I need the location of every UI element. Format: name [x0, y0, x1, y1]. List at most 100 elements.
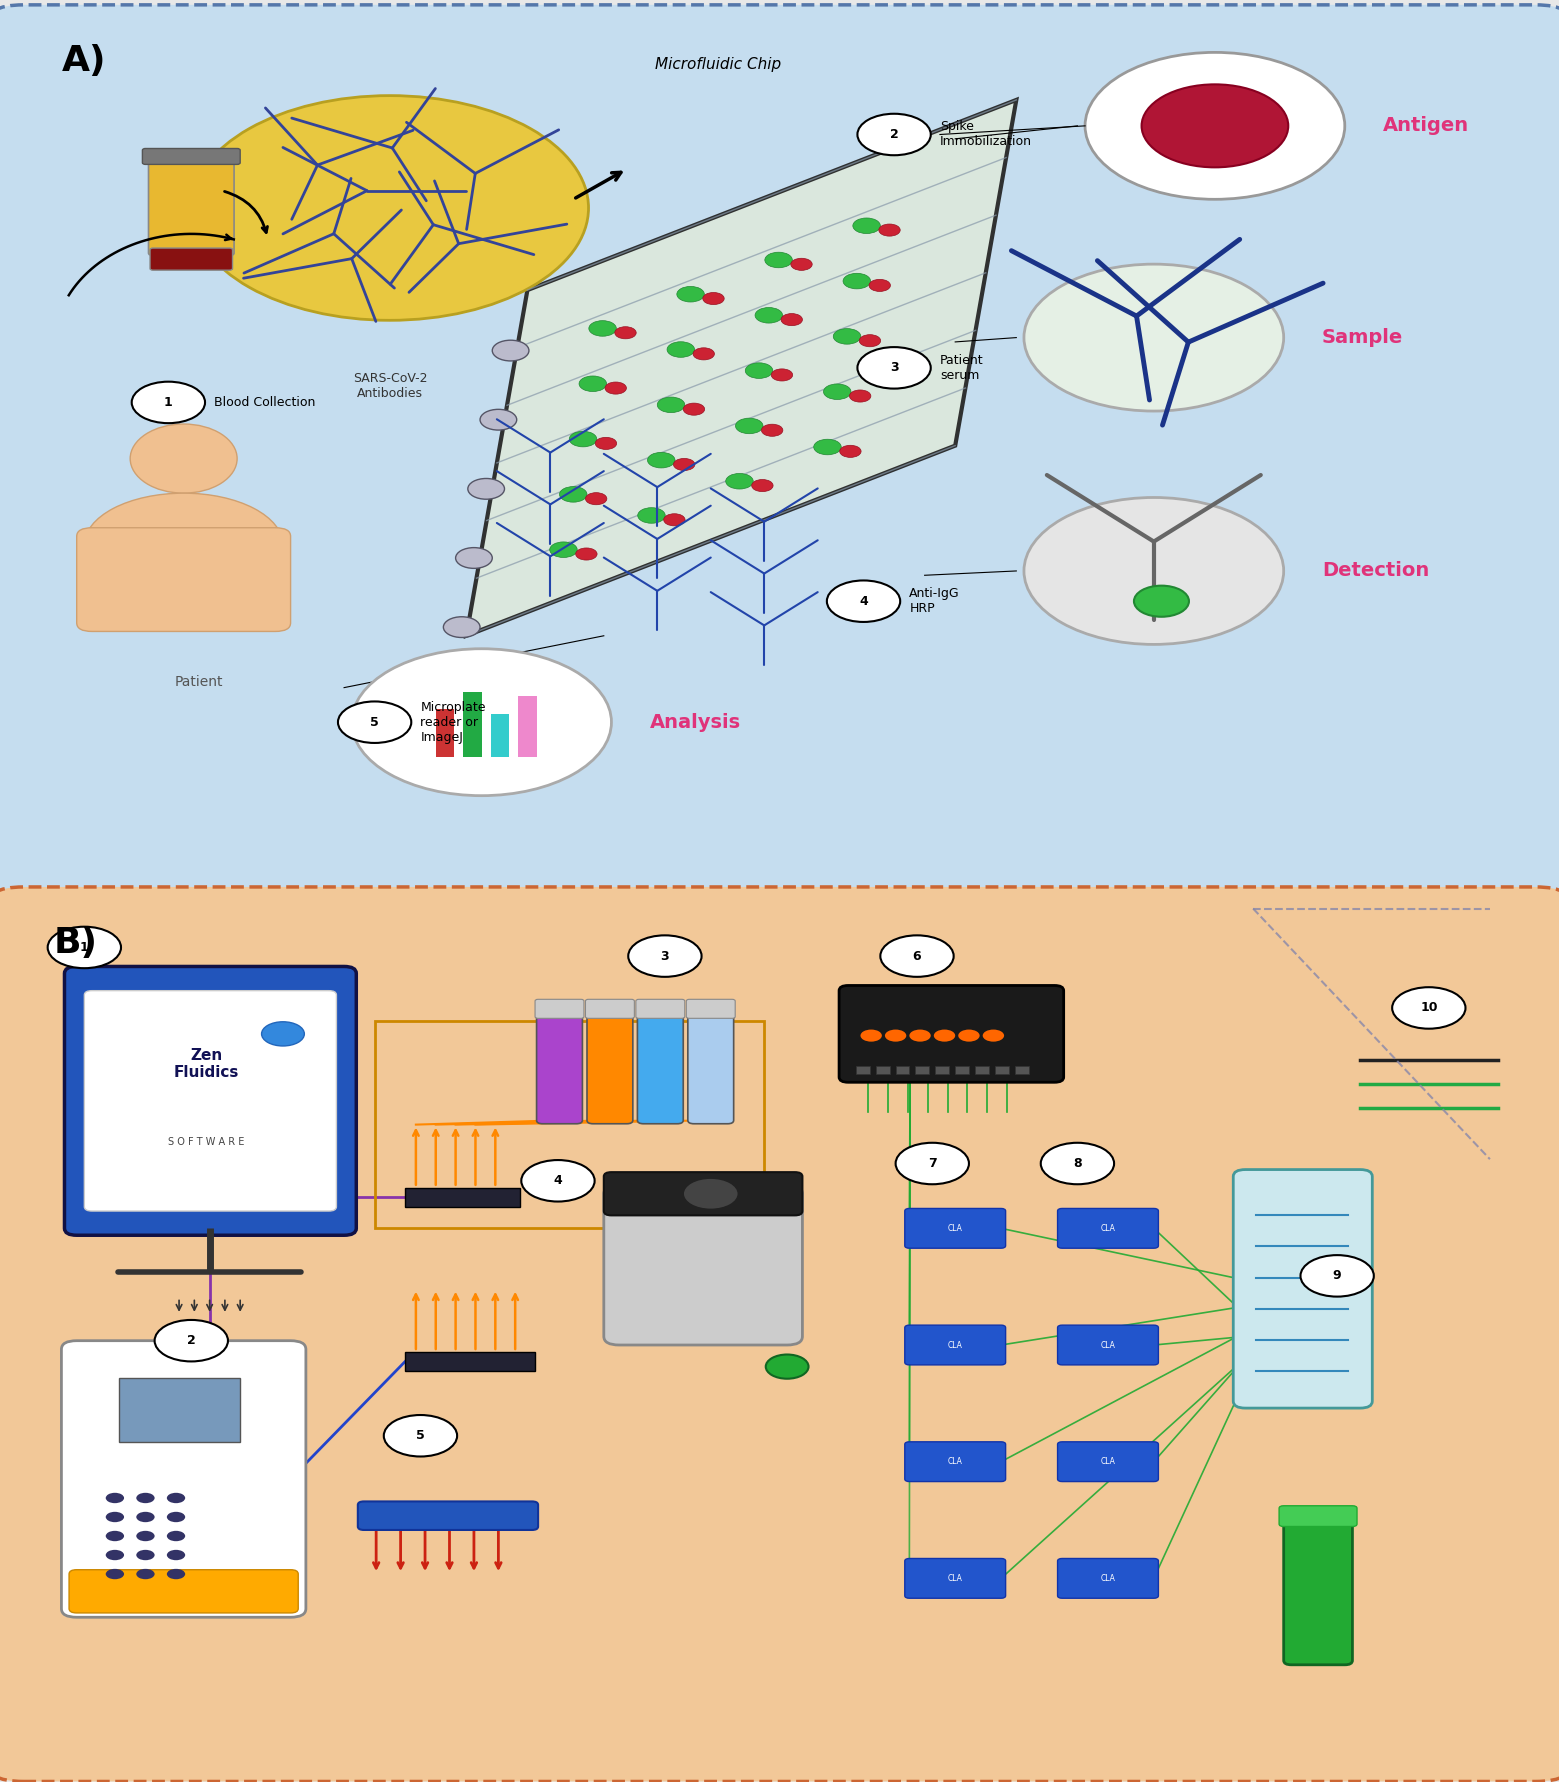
Text: A): A) — [61, 45, 106, 78]
Polygon shape — [466, 100, 1016, 636]
Circle shape — [1392, 987, 1465, 1028]
Text: 9: 9 — [1333, 1269, 1341, 1283]
Text: 7: 7 — [928, 1157, 937, 1171]
FancyBboxPatch shape — [535, 1000, 585, 1018]
Circle shape — [1024, 264, 1283, 412]
Text: CLA: CLA — [948, 1574, 962, 1582]
Circle shape — [1141, 84, 1288, 168]
Text: 5: 5 — [416, 1429, 426, 1442]
FancyBboxPatch shape — [536, 1014, 583, 1124]
Circle shape — [840, 446, 861, 458]
Text: Anti-IgG
HRP: Anti-IgG HRP — [909, 588, 960, 615]
Circle shape — [575, 547, 597, 560]
FancyBboxPatch shape — [904, 1559, 1006, 1598]
Circle shape — [886, 1030, 906, 1042]
Circle shape — [658, 397, 684, 413]
Text: Patient
serum: Patient serum — [940, 355, 984, 381]
FancyBboxPatch shape — [120, 1377, 240, 1442]
Circle shape — [755, 308, 783, 323]
Text: CLA: CLA — [1101, 1224, 1115, 1233]
Text: Analysis: Analysis — [650, 713, 741, 732]
Text: 6: 6 — [912, 950, 921, 962]
FancyBboxPatch shape — [586, 1000, 635, 1018]
FancyBboxPatch shape — [904, 1442, 1006, 1481]
Circle shape — [781, 314, 803, 326]
Circle shape — [826, 581, 900, 622]
FancyBboxPatch shape — [359, 1502, 538, 1531]
FancyBboxPatch shape — [150, 248, 232, 271]
Text: CLA: CLA — [1101, 1574, 1115, 1582]
Circle shape — [638, 508, 666, 524]
Circle shape — [751, 479, 773, 492]
Ellipse shape — [84, 494, 284, 597]
Circle shape — [106, 1493, 125, 1504]
Text: Sample: Sample — [1322, 328, 1403, 347]
Circle shape — [480, 410, 516, 429]
Circle shape — [136, 1568, 154, 1579]
FancyBboxPatch shape — [839, 985, 1063, 1082]
Circle shape — [814, 438, 842, 454]
Circle shape — [765, 1354, 809, 1379]
Text: Patient: Patient — [175, 675, 223, 688]
Text: 3: 3 — [890, 362, 898, 374]
Circle shape — [578, 376, 606, 392]
FancyBboxPatch shape — [0, 5, 1559, 900]
Circle shape — [664, 513, 684, 526]
Circle shape — [384, 1415, 457, 1456]
Circle shape — [823, 383, 851, 399]
FancyBboxPatch shape — [1057, 1442, 1158, 1481]
Text: CLA: CLA — [1101, 1458, 1115, 1467]
Text: Microfluidic Chip: Microfluidic Chip — [655, 57, 781, 71]
FancyBboxPatch shape — [1057, 1326, 1158, 1365]
Circle shape — [1300, 1255, 1373, 1297]
Circle shape — [857, 114, 931, 155]
Circle shape — [338, 702, 412, 743]
Circle shape — [667, 342, 695, 358]
FancyBboxPatch shape — [1057, 1559, 1158, 1598]
Text: Spike
Immobilization: Spike Immobilization — [940, 121, 1032, 148]
FancyBboxPatch shape — [895, 1066, 909, 1075]
FancyBboxPatch shape — [603, 1173, 803, 1215]
Circle shape — [167, 1568, 186, 1579]
FancyBboxPatch shape — [437, 709, 454, 757]
FancyBboxPatch shape — [904, 1326, 1006, 1365]
FancyBboxPatch shape — [1278, 1506, 1356, 1527]
Circle shape — [726, 474, 753, 488]
FancyBboxPatch shape — [686, 1000, 736, 1018]
Circle shape — [167, 1531, 186, 1541]
Circle shape — [694, 347, 714, 360]
Circle shape — [48, 927, 122, 968]
Text: CLA: CLA — [948, 1224, 962, 1233]
Circle shape — [895, 1142, 970, 1185]
Text: 1: 1 — [164, 396, 173, 408]
FancyBboxPatch shape — [995, 1066, 1009, 1075]
Circle shape — [455, 547, 493, 568]
Circle shape — [868, 280, 890, 292]
Text: 5: 5 — [369, 716, 379, 729]
Text: 3: 3 — [661, 950, 669, 962]
FancyBboxPatch shape — [1015, 1066, 1029, 1075]
Text: 2: 2 — [187, 1335, 196, 1347]
FancyBboxPatch shape — [603, 1185, 803, 1345]
Circle shape — [596, 437, 617, 449]
FancyBboxPatch shape — [915, 1066, 929, 1075]
Text: 4: 4 — [859, 595, 868, 608]
Circle shape — [560, 486, 588, 503]
FancyBboxPatch shape — [148, 157, 234, 255]
Circle shape — [772, 369, 792, 381]
FancyBboxPatch shape — [638, 1014, 683, 1124]
FancyBboxPatch shape — [463, 691, 482, 757]
Circle shape — [262, 1021, 304, 1046]
Circle shape — [647, 453, 675, 469]
Text: SARS-CoV-2
Antibodies: SARS-CoV-2 Antibodies — [352, 372, 427, 401]
FancyBboxPatch shape — [956, 1066, 970, 1075]
Text: 1: 1 — [80, 941, 89, 953]
Circle shape — [736, 419, 762, 433]
Circle shape — [850, 390, 871, 403]
Circle shape — [493, 340, 529, 362]
Circle shape — [703, 292, 725, 305]
FancyBboxPatch shape — [518, 697, 536, 757]
FancyBboxPatch shape — [69, 1570, 298, 1613]
Circle shape — [136, 1493, 154, 1504]
FancyBboxPatch shape — [688, 1014, 734, 1124]
